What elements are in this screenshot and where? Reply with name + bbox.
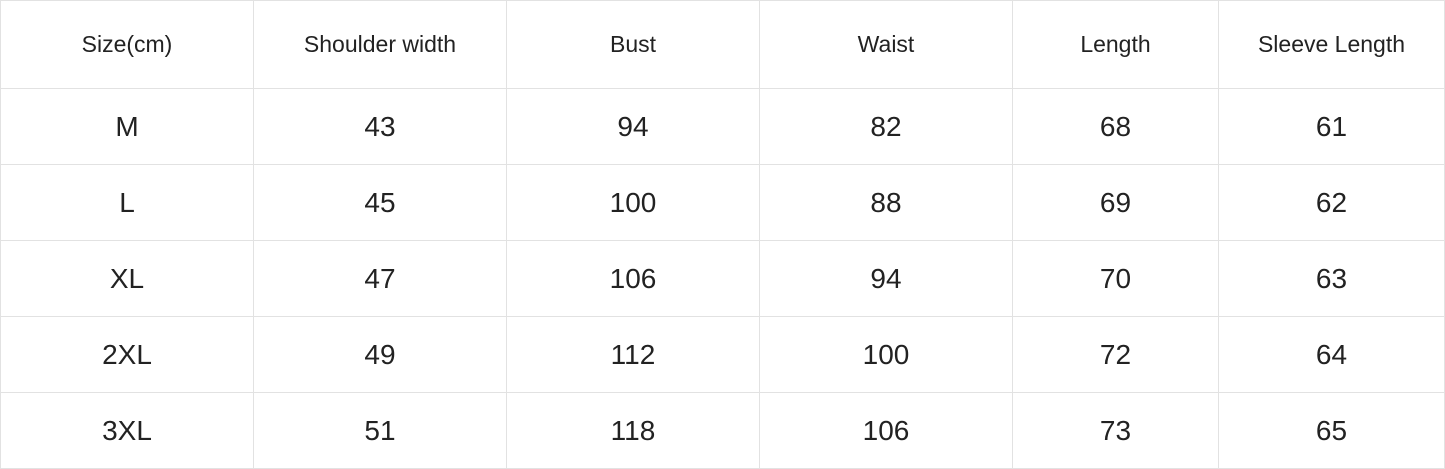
value-cell: 61 bbox=[1219, 89, 1445, 165]
header-cell: Size(cm) bbox=[0, 0, 254, 89]
size-cell: 2XL bbox=[0, 317, 254, 393]
size-cell: L bbox=[0, 165, 254, 241]
header-cell: Length bbox=[1013, 0, 1219, 89]
header-cell: Waist bbox=[760, 0, 1013, 89]
value-cell: 72 bbox=[1013, 317, 1219, 393]
value-cell: 106 bbox=[507, 241, 760, 317]
header-cell: Sleeve Length bbox=[1219, 0, 1445, 89]
value-cell: 88 bbox=[760, 165, 1013, 241]
value-cell: 82 bbox=[760, 89, 1013, 165]
value-cell: 64 bbox=[1219, 317, 1445, 393]
value-cell: 62 bbox=[1219, 165, 1445, 241]
value-cell: 65 bbox=[1219, 393, 1445, 469]
value-cell: 49 bbox=[254, 317, 507, 393]
value-cell: 69 bbox=[1013, 165, 1219, 241]
value-cell: 63 bbox=[1219, 241, 1445, 317]
value-cell: 94 bbox=[507, 89, 760, 165]
value-cell: 106 bbox=[760, 393, 1013, 469]
value-cell: 47 bbox=[254, 241, 507, 317]
value-cell: 70 bbox=[1013, 241, 1219, 317]
header-cell: Shoulder width bbox=[254, 0, 507, 89]
value-cell: 118 bbox=[507, 393, 760, 469]
size-cell: M bbox=[0, 89, 254, 165]
value-cell: 112 bbox=[507, 317, 760, 393]
header-cell: Bust bbox=[507, 0, 760, 89]
size-cell: XL bbox=[0, 241, 254, 317]
value-cell: 43 bbox=[254, 89, 507, 165]
size-cell: 3XL bbox=[0, 393, 254, 469]
value-cell: 100 bbox=[760, 317, 1013, 393]
value-cell: 51 bbox=[254, 393, 507, 469]
value-cell: 94 bbox=[760, 241, 1013, 317]
value-cell: 100 bbox=[507, 165, 760, 241]
value-cell: 68 bbox=[1013, 89, 1219, 165]
value-cell: 73 bbox=[1013, 393, 1219, 469]
value-cell: 45 bbox=[254, 165, 507, 241]
